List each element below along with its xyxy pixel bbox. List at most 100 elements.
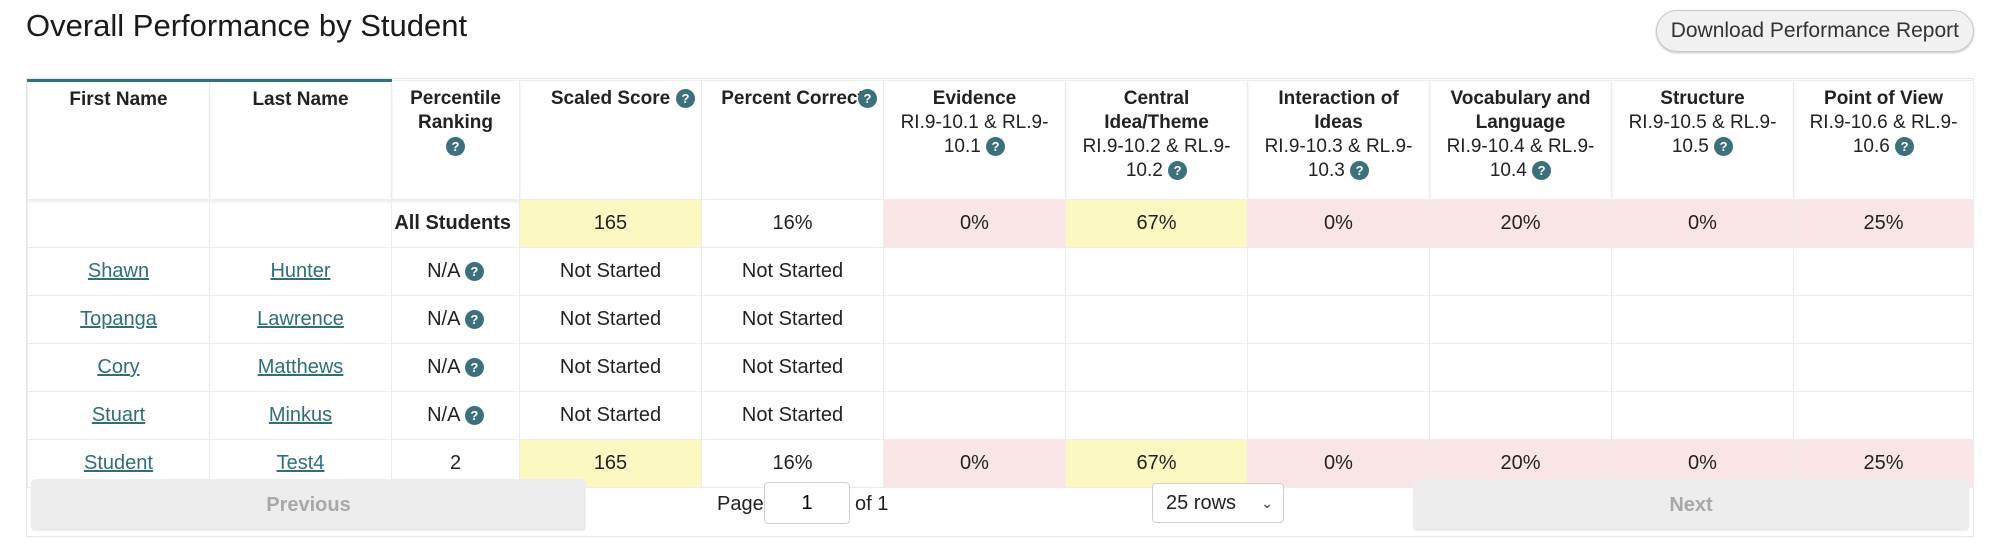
table-cell xyxy=(1429,295,1612,344)
summary-scaled-score: 165 xyxy=(519,199,702,248)
performance-table-container: First Name Last Name Percentile Ranking … xyxy=(26,78,1974,537)
summary-interaction: 0% xyxy=(1247,199,1430,248)
student-last-name-link[interactable]: Minkus xyxy=(268,404,333,426)
table-cell xyxy=(1793,295,1974,344)
question-circle-icon[interactable]: ? xyxy=(676,89,695,108)
download-report-button[interactable]: Download Performance Report xyxy=(1655,10,1974,52)
page-label: Page xyxy=(717,493,764,515)
previous-button[interactable]: Previous xyxy=(31,479,586,531)
question-circle-icon[interactable]: ? xyxy=(986,137,1006,157)
header-first-name[interactable]: First Name xyxy=(27,79,210,200)
student-last-name-link[interactable]: Matthews xyxy=(257,356,344,378)
question-circle-icon[interactable]: ? xyxy=(464,406,484,426)
header-percent-correct[interactable]: Percent Correct ? xyxy=(701,80,884,200)
table-row: Stuart Minkus N/A ? Not Started Not Star… xyxy=(27,391,1974,440)
page-title: Overall Performance by Student xyxy=(26,8,468,43)
table-cell xyxy=(1247,295,1430,344)
table-cell xyxy=(27,199,210,248)
table-cell xyxy=(883,343,1066,392)
table-cell xyxy=(1429,247,1612,296)
student-last-name-link[interactable]: Hunter xyxy=(270,260,331,282)
header-percentile-ranking[interactable]: Percentile Ranking ? xyxy=(391,80,520,200)
summary-structure: 0% xyxy=(1611,199,1794,248)
table-row: Shawn Hunter N/A ? Not Started Not Start… xyxy=(27,247,1974,296)
table-cell xyxy=(1429,391,1612,440)
student-first-name-link[interactable]: Student xyxy=(84,452,153,474)
scaled-score-cell: Not Started xyxy=(519,343,702,392)
first-name-cell: Cory xyxy=(27,343,210,392)
percent-correct-cell: Not Started xyxy=(701,295,884,344)
percentile-cell: N/A ? xyxy=(391,343,520,392)
question-circle-icon[interactable]: ? xyxy=(464,310,484,330)
table-cell xyxy=(1611,247,1794,296)
summary-row: All Students 165 16% 0% 67% 0% 20% 0% 25… xyxy=(27,199,1974,248)
summary-vocabulary: 20% xyxy=(1429,199,1612,248)
table-cell xyxy=(883,295,1066,344)
central-idea-cell: 67% xyxy=(1065,439,1248,488)
scaled-score-cell: Not Started xyxy=(519,247,702,296)
student-first-name-link[interactable]: Shawn xyxy=(87,260,150,282)
last-name-cell: Minkus xyxy=(209,391,392,440)
performance-table: First Name Last Name Percentile Ranking … xyxy=(27,79,1974,488)
student-last-name-link[interactable]: Lawrence xyxy=(257,308,344,330)
all-students-label: All Students xyxy=(391,199,520,248)
summary-percent-correct: 16% xyxy=(701,199,884,248)
table-row: Cory Matthews N/A ? Not Started Not Star… xyxy=(27,343,1974,392)
question-circle-icon[interactable]: ? xyxy=(464,262,484,282)
header-point-of-view[interactable]: Point of View RI.9-10.6 & RL.9-10.6 ? xyxy=(1793,80,1974,200)
rows-per-page-select[interactable]: 25 rows ⌄ xyxy=(1152,483,1284,523)
table-cell xyxy=(1793,247,1974,296)
page-number-input[interactable] xyxy=(764,482,850,524)
header-row: First Name Last Name Percentile Ranking … xyxy=(27,79,1974,200)
student-last-name-link[interactable]: Test4 xyxy=(276,452,325,474)
table-cell xyxy=(1247,343,1430,392)
first-name-cell: Stuart xyxy=(27,391,210,440)
table-cell xyxy=(1793,391,1974,440)
header-central-idea[interactable]: Central Idea/Theme RI.9-10.2 & RL.9-10.2… xyxy=(1065,80,1248,200)
last-name-cell: Hunter xyxy=(209,247,392,296)
scaled-score-cell: Not Started xyxy=(519,391,702,440)
question-circle-icon[interactable]: ? xyxy=(1714,137,1734,157)
percentile-cell: N/A ? xyxy=(391,247,520,296)
table-cell xyxy=(1611,343,1794,392)
header-interaction-of-ideas[interactable]: Interaction of Ideas RI.9-10.3 & RL.9-10… xyxy=(1247,80,1430,200)
table-cell xyxy=(1247,247,1430,296)
percent-correct-cell: Not Started xyxy=(701,247,884,296)
pagination-bar: Previous Page of 1 25 rows ⌄ Next xyxy=(27,474,1973,536)
first-name-cell: Topanga xyxy=(27,295,210,344)
table-cell xyxy=(1429,343,1612,392)
question-circle-icon[interactable]: ? xyxy=(464,358,484,378)
scaled-score-cell: Not Started xyxy=(519,295,702,344)
header-evidence[interactable]: Evidence RI.9-10.1 & RL.9-10.1 ? xyxy=(883,80,1066,200)
last-name-cell: Lawrence xyxy=(209,295,392,344)
header-scaled-score[interactable]: Scaled Score ? xyxy=(519,80,702,200)
question-circle-icon[interactable]: ? xyxy=(446,137,465,157)
question-circle-icon[interactable]: ? xyxy=(1350,161,1370,181)
percent-correct-cell: Not Started xyxy=(701,343,884,392)
table-cell xyxy=(1065,343,1248,392)
question-circle-icon[interactable]: ? xyxy=(858,89,877,108)
percentile-cell: N/A ? xyxy=(391,295,520,344)
summary-evidence: 0% xyxy=(883,199,1066,248)
percentile-cell: N/A ? xyxy=(391,391,520,440)
header-structure[interactable]: Structure RI.9-10.5 & RL.9-10.5 ? xyxy=(1611,80,1794,200)
table-row: Topanga Lawrence N/A ? Not Started Not S… xyxy=(27,295,1974,344)
last-name-cell: Matthews xyxy=(209,343,392,392)
question-circle-icon[interactable]: ? xyxy=(1532,161,1552,181)
question-circle-icon[interactable]: ? xyxy=(1168,161,1188,181)
table-cell xyxy=(883,247,1066,296)
header-last-name[interactable]: Last Name xyxy=(209,79,392,200)
table-row: Student Test4 2 165 16% 0% 67% 0% 20% 0%… xyxy=(27,439,1974,488)
table-cell xyxy=(1611,295,1794,344)
student-first-name-link[interactable]: Topanga xyxy=(80,308,157,330)
interaction-cell: 0% xyxy=(1247,439,1430,488)
summary-central-idea: 67% xyxy=(1065,199,1248,248)
student-first-name-link[interactable]: Stuart xyxy=(91,404,146,426)
evidence-cell: 0% xyxy=(883,439,1066,488)
table-cell xyxy=(209,199,392,248)
student-first-name-link[interactable]: Cory xyxy=(97,356,140,378)
next-button[interactable]: Next xyxy=(1413,479,1969,531)
header-vocabulary[interactable]: Vocabulary and Language RI.9-10.4 & RL.9… xyxy=(1429,80,1612,200)
question-circle-icon[interactable]: ? xyxy=(1895,137,1915,157)
table-cell xyxy=(1065,247,1248,296)
